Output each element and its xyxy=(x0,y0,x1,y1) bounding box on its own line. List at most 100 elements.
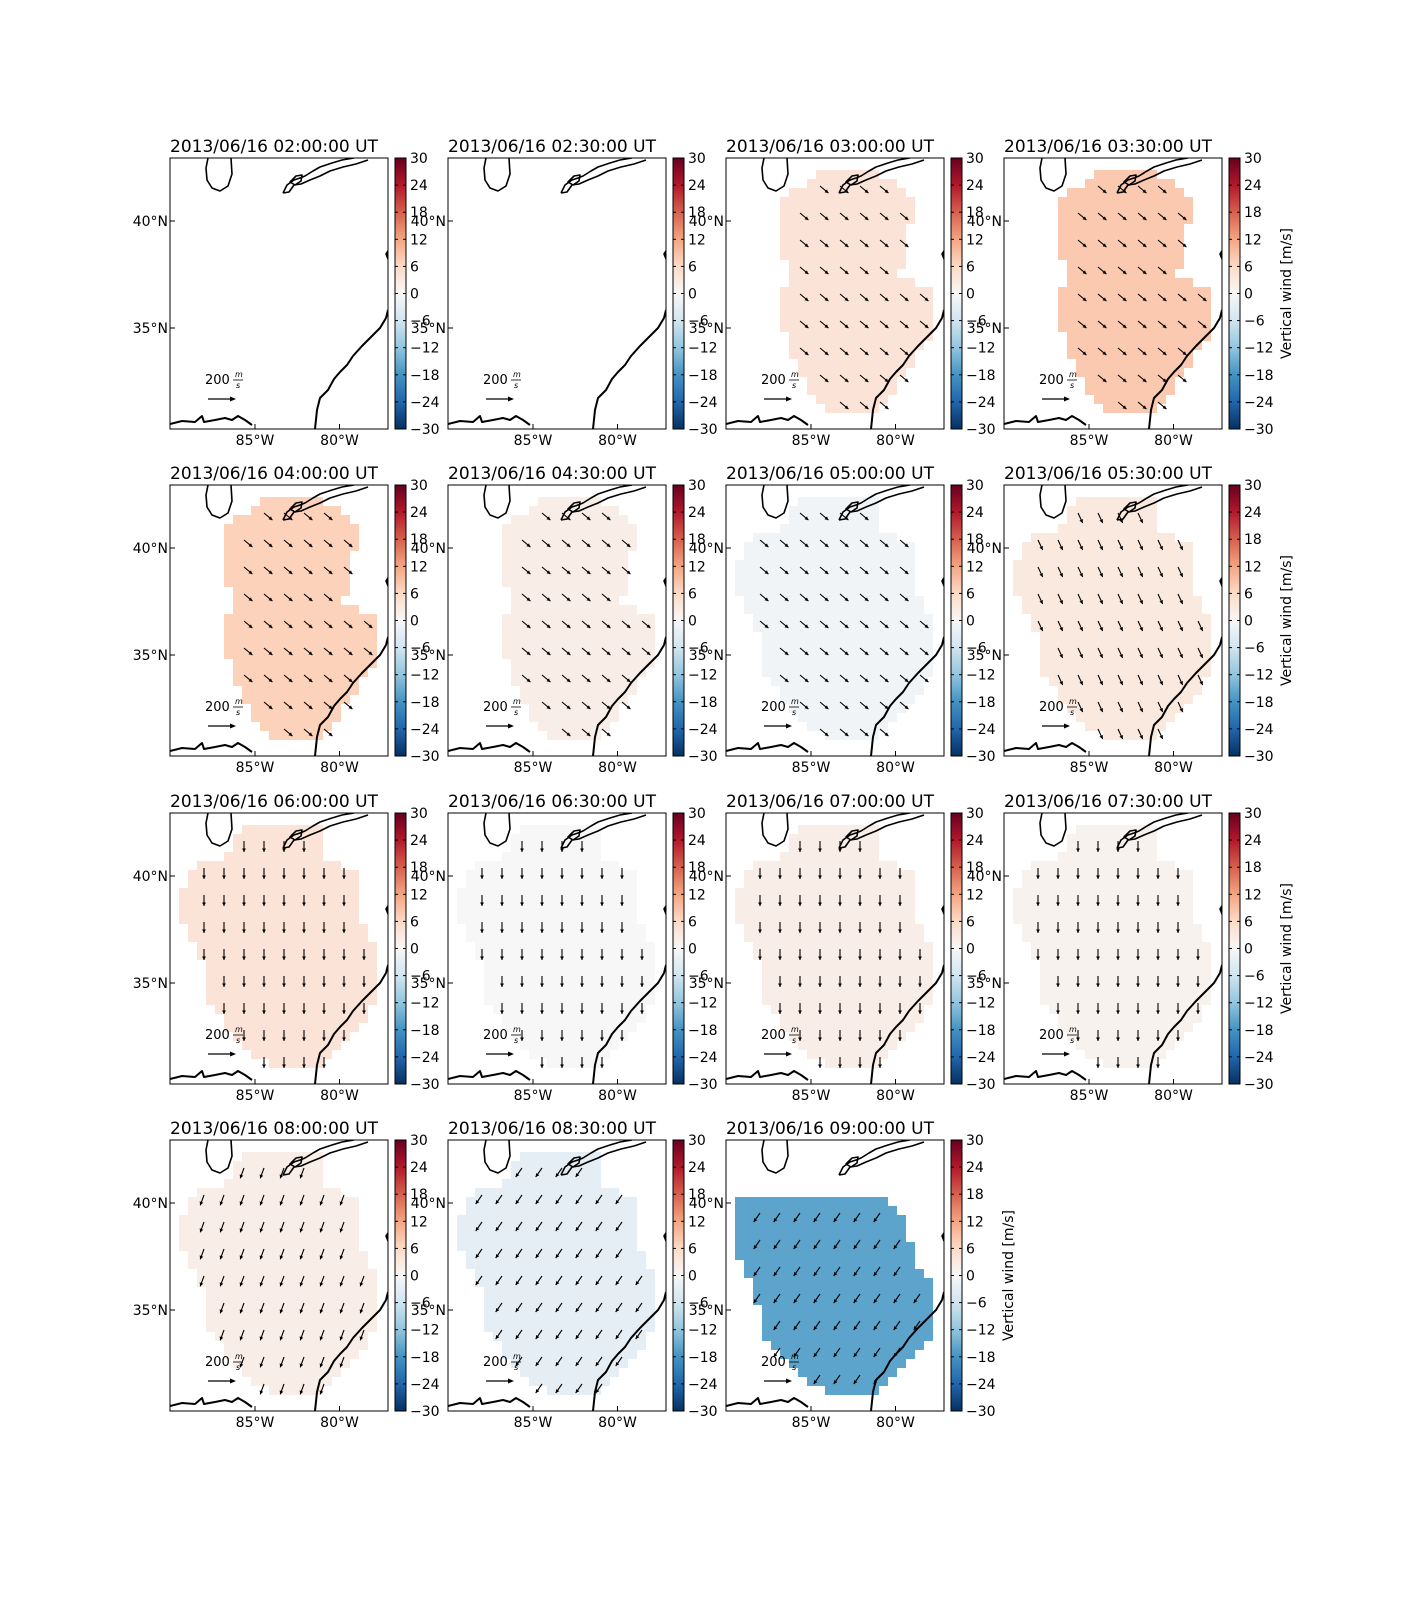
arrow-head xyxy=(1102,189,1107,194)
arrow-head xyxy=(1119,626,1123,631)
wind-arrow xyxy=(899,293,909,302)
arrow-head xyxy=(1196,956,1200,960)
reference-arrow-label: 200 xyxy=(483,373,508,388)
wind-arrow xyxy=(521,593,531,602)
wind-arrow xyxy=(1137,512,1144,524)
wind-arrow xyxy=(858,949,862,960)
wind-arrow xyxy=(480,949,484,960)
colorbar-tick-label: 18 xyxy=(966,532,984,548)
arrow-head xyxy=(555,1227,560,1232)
wind-arrow xyxy=(615,1356,623,1367)
arrow-head xyxy=(824,243,829,248)
arrow-head xyxy=(884,324,889,329)
wind-arrow xyxy=(480,922,484,933)
wind-arrow xyxy=(495,1329,503,1340)
arrow-head xyxy=(606,570,611,575)
arrow-head xyxy=(873,1326,878,1331)
wind-arrow xyxy=(362,976,366,987)
map-frame xyxy=(447,1139,667,1412)
colorbar-tick-label: 12 xyxy=(688,559,706,575)
wind-arrow xyxy=(339,1356,345,1368)
wind-arrow xyxy=(1137,701,1144,713)
colorbar-tick-label: 24 xyxy=(1244,505,1262,521)
gulf-coast xyxy=(726,1397,809,1408)
arrow-head xyxy=(884,570,889,575)
arrow-head xyxy=(586,597,591,602)
colorbar-tick-label: 24 xyxy=(1244,833,1262,849)
arrow-head xyxy=(1156,875,1160,879)
arrow-head xyxy=(222,875,226,879)
arrow-head xyxy=(515,1173,520,1178)
wind-arrow xyxy=(1156,868,1160,879)
wind-arrow xyxy=(475,1275,483,1286)
colorbar-tick-label: −18 xyxy=(1244,1023,1274,1039)
arrow-head xyxy=(520,875,524,879)
wind-arrow xyxy=(818,949,822,960)
reference-unit-numerator: m xyxy=(235,1352,243,1361)
x-tick-label: 85°W xyxy=(236,1415,275,1431)
wind-arrow xyxy=(1096,976,1100,987)
arrow-head xyxy=(1116,848,1120,852)
arrow-head xyxy=(575,1308,580,1313)
wind-arrow xyxy=(859,647,869,656)
wind-arrow xyxy=(798,976,802,987)
wind-arrow xyxy=(279,1356,285,1368)
map-area xyxy=(726,813,944,1084)
wind-arrow xyxy=(262,1030,266,1041)
wind-arrow xyxy=(279,1167,285,1179)
lake-shore-detail xyxy=(845,1156,859,1168)
arrow-head xyxy=(282,983,286,987)
arrow-head xyxy=(308,624,313,629)
wind-arrow xyxy=(839,566,849,575)
arrow-head xyxy=(560,983,564,987)
arrow-head xyxy=(893,1245,898,1250)
arrow-head xyxy=(804,324,809,329)
arrow-head xyxy=(893,1272,898,1277)
arrow-head xyxy=(586,516,591,521)
arrow-head xyxy=(288,543,293,548)
wind-arrow xyxy=(819,185,829,194)
wind-arrow xyxy=(521,674,531,683)
arrow-head xyxy=(793,1299,798,1304)
wind-arrow xyxy=(359,1275,365,1287)
wind-arrow xyxy=(601,674,611,683)
arrow-head xyxy=(904,597,909,602)
wind-arrow xyxy=(893,1266,901,1277)
wind-arrow xyxy=(879,620,889,629)
wind-arrow xyxy=(342,1003,346,1014)
arrow-head xyxy=(873,1218,878,1223)
wind-arrow xyxy=(799,647,809,656)
arrow-head xyxy=(259,1228,264,1233)
arrow-head xyxy=(339,1309,344,1314)
reference-unit-denominator: s xyxy=(514,1363,518,1372)
wind-arrow xyxy=(1097,566,1104,578)
wind-arrow xyxy=(793,1320,801,1331)
wind-arrow xyxy=(262,949,266,960)
arrow-head xyxy=(259,1309,264,1314)
wind-arrow xyxy=(1136,895,1140,906)
wind-arrow xyxy=(859,674,869,683)
colorbar-tick-label: 30 xyxy=(688,806,706,822)
arrow-head xyxy=(1099,734,1103,739)
wind-arrow xyxy=(873,1212,881,1223)
colorbar-tick-label: −30 xyxy=(688,422,718,438)
wind-arrow xyxy=(839,701,849,710)
wind-arrow xyxy=(779,593,789,602)
arrow-head xyxy=(893,1326,898,1331)
arrow-head xyxy=(1162,189,1167,194)
wind-arrow xyxy=(1037,539,1044,551)
arrow-head xyxy=(784,678,789,683)
wind-arrow xyxy=(561,647,571,656)
arrow-head xyxy=(566,543,571,548)
arrow-head xyxy=(1159,707,1163,712)
wind-arrow xyxy=(621,620,631,629)
wind-arrow xyxy=(1117,593,1124,605)
wind-arrow xyxy=(878,976,882,987)
arrow-head xyxy=(259,1336,264,1341)
arrow-head xyxy=(199,1282,204,1287)
wind-arrow xyxy=(343,674,353,683)
reference-arrow: 200 ms xyxy=(483,370,521,402)
